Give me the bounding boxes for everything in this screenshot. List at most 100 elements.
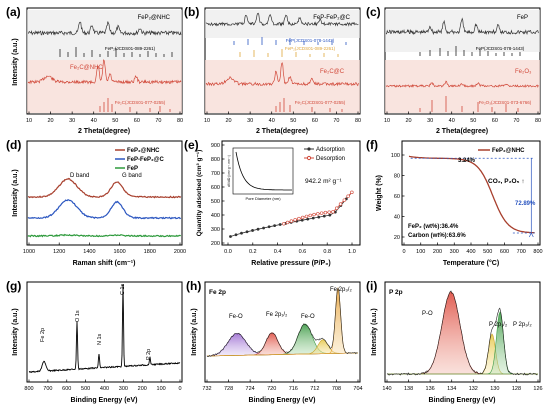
trace-line (385, 80, 539, 89)
inset-pore-distribution: Pore Diameter (nm) dV/dD (cm³ g⁻¹ nm⁻¹) (227, 147, 294, 201)
desorption-point (301, 215, 305, 220)
raman-traces (27, 177, 182, 238)
adsorption-point (234, 233, 238, 237)
x-tick-label: 50 (112, 118, 118, 124)
trace-top (205, 12, 359, 27)
y-ticks: 200 300 400 500 600 700 800 900 (211, 143, 225, 247)
peak-label: Fe-O (229, 314, 243, 320)
x-tick-label: 728 (224, 386, 233, 392)
x-tick-label: 400 (466, 249, 475, 255)
x-tick-label: 100 (416, 249, 425, 255)
x-tick-label: 800 (24, 386, 33, 392)
x-tick-label: 70 (155, 118, 161, 124)
legend: Adsorption Desorption (304, 147, 345, 162)
x-tick-label: 10 (384, 118, 390, 124)
trace-top (385, 17, 539, 36)
peak-label: P-O (422, 311, 433, 317)
legend-top: FeP₂@NHC (138, 15, 171, 21)
ref-sticks-1 (233, 37, 347, 45)
y-axis-label: Intensity (a.u.) (371, 308, 378, 355)
adsorption-point (278, 223, 282, 226)
desorption-point (335, 206, 339, 210)
ref-1: FeP(JCDS01-078-1443) (286, 38, 335, 43)
legend-item: FeP₂@NHC (492, 148, 525, 154)
x-tick-label: 40 (269, 118, 275, 124)
raman-line (27, 198, 182, 220)
x-tick-label: 20 (226, 118, 232, 124)
legend-item: Adsorption (316, 147, 345, 153)
ref-bottom: Fe₂C(JCDS01-077-0255) (115, 100, 166, 105)
x-ticks: 10 20 30 40 50 60 70 80 (26, 111, 183, 124)
x-tick-label: 1200 (53, 249, 65, 255)
raw-spectrum (386, 290, 538, 376)
x-tick-label: 138 (404, 386, 413, 392)
adsorption-point (262, 226, 265, 230)
x-ticks: 0 100 200 300 400 500 600 700 800 (402, 242, 543, 255)
x-tick-label: 700 (43, 386, 52, 392)
legend: FeP₂@NHC FeP-FeP₂@C FeP (115, 148, 165, 172)
loss-large: 72.89% (515, 201, 536, 207)
x-tick-label: 1600 (113, 249, 125, 255)
desorption-point (346, 194, 350, 198)
x-tick-label: 600 (500, 249, 509, 255)
ref-sticks-2 (239, 49, 339, 57)
ref-top: FeP₂(JCDS01-089-2261) (105, 46, 156, 51)
x-tick-label: 1400 (83, 249, 95, 255)
y-tick-label: 400 (211, 213, 220, 219)
legend-top: FeP (517, 15, 528, 21)
x-axis-label: 2 Theta(degree) (436, 128, 488, 135)
x-tick-label: 10 (26, 118, 32, 124)
desorption-point (331, 210, 335, 214)
x-tick-label: 128 (512, 386, 521, 392)
adsorption-point (317, 215, 321, 219)
ref-sticks-bottom (99, 98, 171, 112)
x-tick-label: 126 (533, 386, 542, 392)
panel-label: (g) (6, 279, 21, 293)
panel-label: (d) (6, 138, 21, 152)
x-tick-label: 80 (535, 118, 541, 124)
desorption-point (304, 214, 309, 219)
peak-n1s: N 1s (97, 333, 103, 345)
x-axis-label: Binding Energy (eV) (249, 397, 316, 404)
x-tick-label: 1000 (23, 249, 35, 255)
x-tick-label: 724 (246, 386, 255, 392)
desorption-point (327, 210, 331, 214)
x-tick-label: 80 (355, 118, 361, 124)
x-tick-label: 300 (450, 249, 459, 255)
x-tick-label: 20 (406, 118, 412, 124)
y-axis-label: Quantity adsorbed (cm³ g⁻¹) (196, 150, 203, 237)
x-tick-label: 600 (62, 386, 71, 392)
legend-top: FeP-FeP₂@C (313, 15, 350, 21)
x-tick-label: 60 (312, 118, 318, 124)
ref-sticks-top (59, 47, 173, 57)
panel-label: (h) (186, 279, 201, 293)
adsorption-point (300, 218, 304, 222)
panel-f: (f) 20 40 60 80 100 0 100 200 300 400 500 600 700 80… (366, 138, 543, 267)
ref-sticks-top (419, 46, 521, 56)
y-tick-label: 60 (394, 194, 400, 200)
x-ticks: 10 20 30 40 50 60 70 80 (384, 111, 541, 124)
x-tick-label: 80 (177, 118, 183, 124)
p-o (387, 291, 538, 375)
x-tick-label: 60 (492, 118, 498, 124)
x-axis-label: 2 Theta(degree) (256, 128, 308, 135)
trace-line (27, 21, 182, 37)
peak-p2p: P 2p (146, 349, 152, 360)
arrow-head (528, 232, 534, 238)
panel-label: (c) (366, 5, 381, 19)
y-tick-label: 500 (211, 199, 220, 205)
x-tick-label: 700 (517, 249, 526, 255)
y-ticks: 20 40 60 80 100 (391, 153, 405, 241)
x-tick-label: 712 (310, 386, 319, 392)
trace-line (205, 62, 359, 87)
x-tick-label: 10 (204, 118, 210, 124)
raman-line (27, 177, 182, 199)
x-tick-label: 500 (81, 386, 90, 392)
x-tick-label: 400 (100, 386, 109, 392)
legend-item: FeP (127, 166, 138, 172)
trace-bottom (205, 62, 359, 87)
x-ticks: 140 138 136 134 132 130 128 126 (382, 379, 543, 392)
panel-d: (d) FeP₂@NHC FeP-FeP₂@C FeP D band G ban… (6, 138, 186, 267)
x-tick-label: 70 (513, 118, 519, 124)
